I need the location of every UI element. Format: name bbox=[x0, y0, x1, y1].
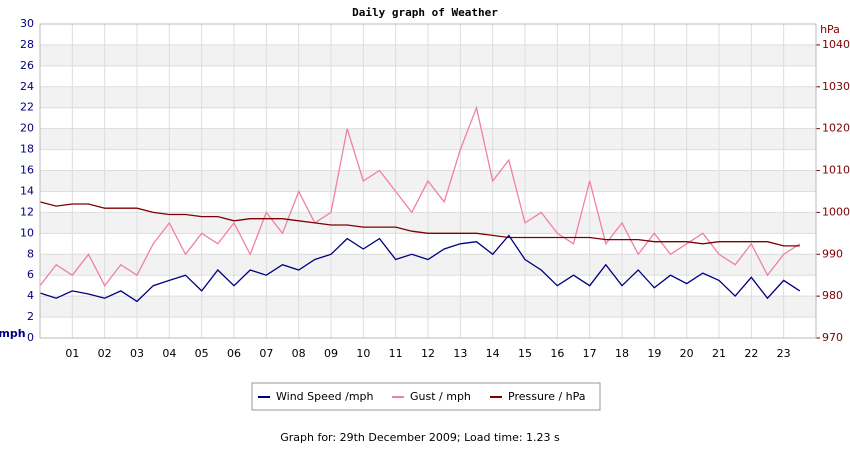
legend-label: Wind Speed /mph bbox=[276, 390, 374, 403]
legend-label: Gust / mph bbox=[410, 390, 471, 403]
x-tick-label: 02 bbox=[98, 347, 112, 360]
x-tick-label: 11 bbox=[389, 347, 403, 360]
y2-tick-label: 1000 bbox=[822, 205, 850, 218]
chart-title: Daily graph of Weather bbox=[352, 6, 498, 19]
y-tick-label: 2 bbox=[27, 310, 34, 323]
plot-border bbox=[39, 23, 817, 339]
y-tick-label: 10 bbox=[20, 226, 34, 239]
x-tick-label: 10 bbox=[356, 347, 370, 360]
x-tick-label: 21 bbox=[712, 347, 726, 360]
x-tick-label: 19 bbox=[647, 347, 661, 360]
y-tick-label: 26 bbox=[20, 59, 34, 72]
y-tick-label: 14 bbox=[20, 184, 34, 197]
y-tick-label: 4 bbox=[27, 289, 34, 302]
x-tick-label: 18 bbox=[615, 347, 629, 360]
y2-tick-label: 1040 bbox=[822, 38, 850, 51]
y-tick-label: 12 bbox=[20, 205, 34, 218]
x-tick-label: 08 bbox=[292, 347, 306, 360]
y-tick-label: 22 bbox=[20, 101, 34, 114]
y2-tick-label: 1030 bbox=[822, 80, 850, 93]
legend-label: Pressure / hPa bbox=[508, 390, 586, 403]
x-tick-label: 13 bbox=[453, 347, 467, 360]
y2-tick-label: 990 bbox=[822, 247, 843, 260]
y-tick-label: 28 bbox=[20, 38, 34, 51]
y-tick-label: 30 bbox=[20, 17, 34, 30]
footer: Graph for: 29th December 2009; Load time… bbox=[280, 431, 560, 444]
y-tick-label: 18 bbox=[20, 143, 34, 156]
x-tick-label: 23 bbox=[777, 347, 791, 360]
x-tick-label: 16 bbox=[550, 347, 564, 360]
legend-box bbox=[251, 382, 601, 411]
x-tick-label: 01 bbox=[65, 347, 79, 360]
y-tick-label: 16 bbox=[20, 164, 34, 177]
x-tick-label: 03 bbox=[130, 347, 144, 360]
x-tick-label: 20 bbox=[680, 347, 694, 360]
y-tick-label: 20 bbox=[20, 122, 34, 135]
y-tick-label: 24 bbox=[20, 80, 34, 93]
y2-axis-label: hPa bbox=[820, 23, 840, 36]
x-tick-label: 22 bbox=[744, 347, 758, 360]
x-tick-label: 05 bbox=[195, 347, 209, 360]
line bbox=[39, 201, 800, 247]
x-tick-label: 17 bbox=[583, 347, 597, 360]
y2-tick-label: 970 bbox=[822, 331, 843, 344]
y-axis-label: mph bbox=[0, 327, 26, 340]
y2-tick-label: 980 bbox=[822, 289, 843, 302]
x-tick-label: 15 bbox=[518, 347, 532, 360]
y2-tick-label: 1020 bbox=[822, 122, 850, 135]
x-tick-label: 14 bbox=[486, 347, 500, 360]
line bbox=[39, 234, 801, 303]
y-tick-label: 6 bbox=[27, 268, 34, 281]
y-tick-label: 0 bbox=[27, 331, 34, 344]
x-tick-label: 12 bbox=[421, 347, 435, 360]
x-tick-label: 09 bbox=[324, 347, 338, 360]
y-tick-label: 8 bbox=[27, 247, 34, 260]
x-tick-label: 04 bbox=[162, 347, 176, 360]
line bbox=[39, 105, 801, 287]
x-tick-label: 06 bbox=[227, 347, 241, 360]
x-tick-label: 07 bbox=[259, 347, 273, 360]
y2-tick-label: 1010 bbox=[822, 164, 850, 177]
